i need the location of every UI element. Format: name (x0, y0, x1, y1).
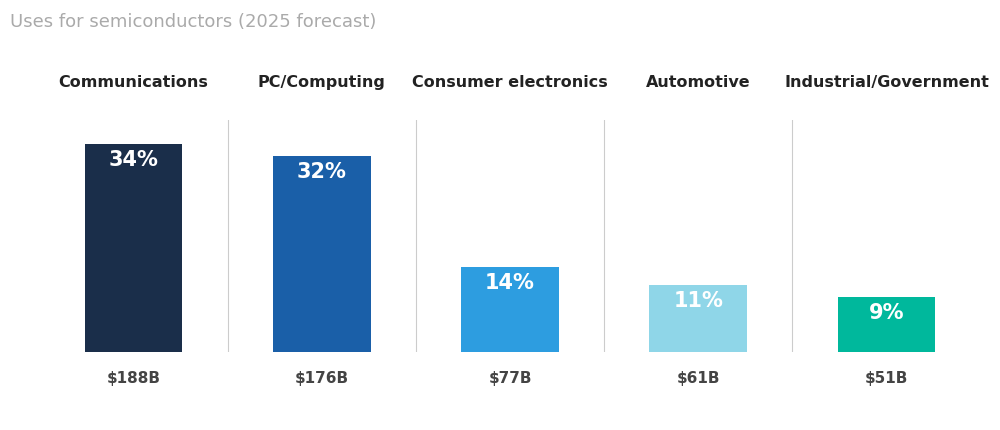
Text: 34%: 34% (109, 150, 158, 170)
Text: 32%: 32% (297, 162, 347, 182)
Text: 11%: 11% (673, 290, 723, 310)
Text: 14%: 14% (485, 272, 535, 292)
Text: $176B: $176B (295, 370, 349, 385)
Text: Consumer electronics: Consumer electronics (412, 75, 608, 90)
Text: Industrial/Government: Industrial/Government (784, 75, 989, 90)
Text: PC/Computing: PC/Computing (258, 75, 386, 90)
Text: $77B: $77B (488, 370, 532, 385)
Bar (461, 267, 559, 353)
Bar (85, 145, 182, 353)
Text: $51B: $51B (865, 370, 908, 385)
Text: Communications: Communications (59, 75, 208, 90)
Bar (838, 298, 935, 353)
Text: Automotive: Automotive (646, 75, 751, 90)
Text: 9%: 9% (869, 302, 904, 322)
Bar (649, 286, 747, 353)
Text: $61B: $61B (676, 370, 720, 385)
Text: Uses for semiconductors (2025 forecast): Uses for semiconductors (2025 forecast) (10, 13, 376, 31)
Bar (273, 157, 371, 353)
Text: $188B: $188B (107, 370, 161, 385)
